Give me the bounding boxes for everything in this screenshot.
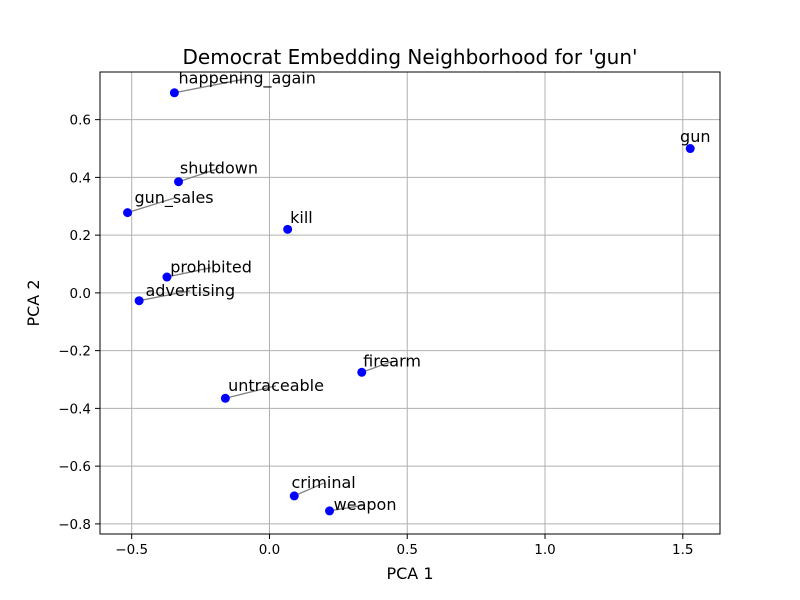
point-layer	[123, 88, 695, 516]
label-connector	[178, 167, 220, 183]
y-tick-label: 0.4	[70, 170, 91, 186]
data-point	[123, 208, 133, 218]
x-tick-label: 1.0	[534, 542, 555, 558]
data-point	[357, 367, 367, 377]
label-connector	[329, 504, 366, 512]
connector-layer	[127, 77, 393, 512]
data-point	[283, 224, 293, 234]
point-label: gun_sales	[134, 188, 213, 208]
point-label: weapon	[334, 495, 397, 514]
label-connector	[139, 290, 191, 302]
data-point	[289, 491, 299, 501]
plot-frame	[99, 71, 721, 535]
grid-layer	[100, 72, 720, 534]
label-connector	[294, 482, 324, 497]
y-axis-label: PCA 2	[24, 279, 43, 326]
data-point	[162, 272, 172, 282]
point-label: firearm	[363, 352, 421, 371]
y-tick-label: −0.2	[58, 344, 91, 360]
data-point	[220, 393, 230, 403]
label-connector	[174, 77, 248, 94]
x-tick-label: 0.0	[259, 542, 280, 558]
x-tick-label: 0.5	[397, 542, 418, 558]
label-connector	[166, 267, 212, 278]
point-label: prohibited	[170, 258, 252, 277]
data-point	[134, 296, 144, 306]
y-tick-label: 0.2	[70, 228, 91, 244]
data-point	[685, 144, 695, 154]
data-point	[169, 88, 179, 98]
tick-layer: −0.5 0.0 0.5 1.0 1.5 −0.8 −0.6 −0.4 −0.2 0.0 0.2 0.…	[58, 113, 693, 558]
point-label: kill	[290, 208, 313, 227]
point-label: advertising	[145, 281, 235, 300]
point-label: shutdown	[180, 158, 258, 177]
point-label: happening_again	[179, 69, 316, 89]
point-label: untraceable	[228, 376, 324, 395]
y-tick-label: −0.8	[58, 517, 91, 533]
point-label: gun	[680, 127, 710, 146]
y-tick-label: −0.4	[58, 401, 91, 417]
x-tick-label: 1.5	[672, 542, 693, 558]
x-axis-label: PCA 1	[386, 564, 433, 583]
chart-title: Democrat Embedding Neighborhood for 'gun…	[183, 45, 638, 69]
label-connector	[127, 197, 175, 214]
label-connector	[361, 360, 393, 373]
y-tick-label: 0.0	[70, 286, 91, 302]
x-tick-label: −0.5	[115, 542, 148, 558]
y-tick-label: 0.6	[70, 113, 91, 129]
data-point	[325, 506, 335, 516]
point-label: criminal	[292, 473, 356, 492]
data-point	[174, 177, 184, 187]
y-tick-label: −0.6	[58, 459, 91, 475]
label-connector	[225, 385, 277, 399]
